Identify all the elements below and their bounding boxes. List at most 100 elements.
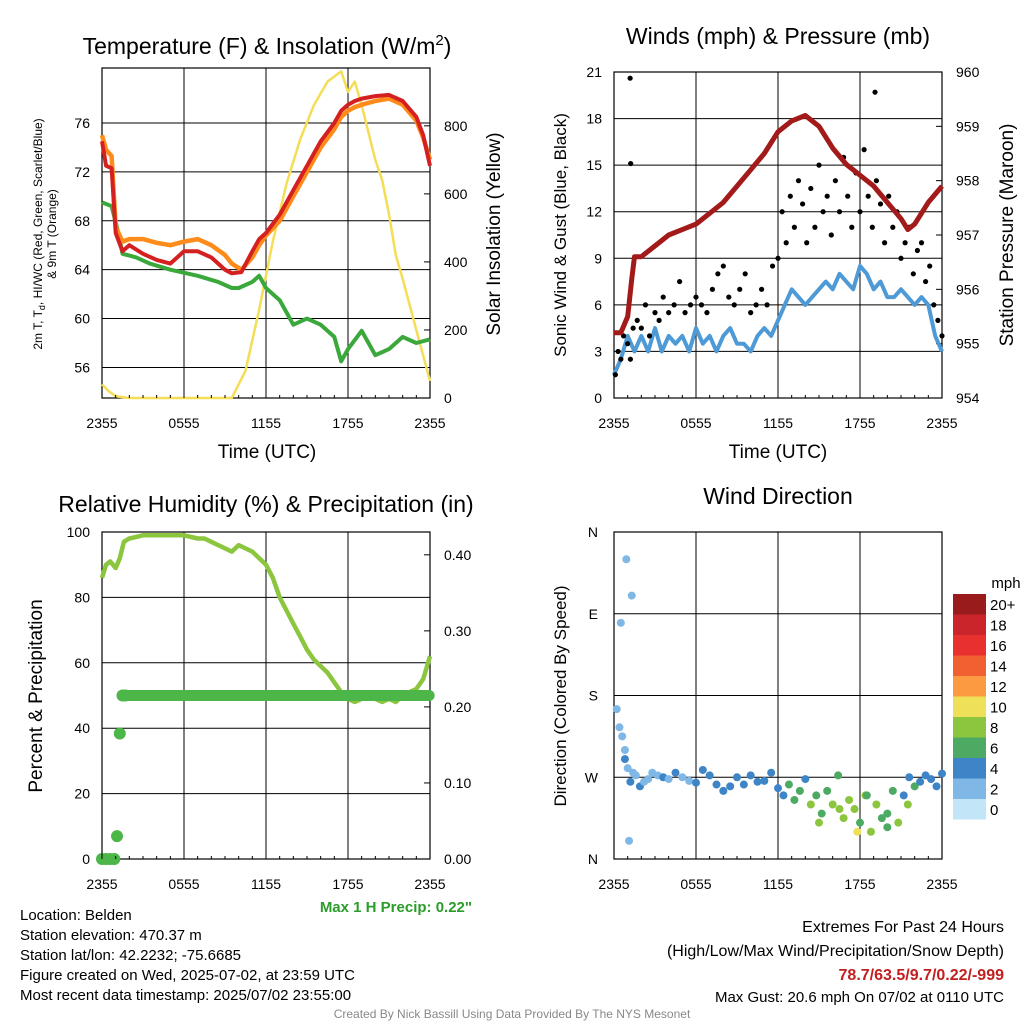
direction-point	[726, 782, 735, 791]
wind-line	[612, 264, 944, 376]
gust-point	[660, 294, 666, 300]
gust-point	[820, 209, 826, 215]
precip-point	[113, 727, 126, 740]
legend-swatch	[953, 614, 986, 635]
humidity-panel-title: Relative Humidity (%) & Precipitation (i…	[58, 491, 473, 517]
precip-ytick-label: 0.30	[444, 623, 471, 639]
gust-point	[861, 147, 867, 153]
direction-point	[894, 818, 903, 827]
legend-title: mph	[991, 575, 1020, 592]
dir-xtick-label: 0555	[680, 876, 711, 892]
gust-point	[646, 333, 653, 339]
direction-point	[779, 791, 788, 800]
rh-ytick-label: 80	[74, 589, 90, 605]
precip-point	[108, 853, 121, 865]
direction-point	[685, 776, 694, 785]
gust-point	[737, 286, 743, 292]
wind-ytick-label: 9	[594, 250, 602, 266]
gust-point	[910, 271, 916, 277]
precip-point	[119, 689, 132, 702]
winds-plot-area: 0 3 6 9 12 15 18 21 954 955 956 957 958 959 960 2355 055…	[586, 64, 979, 431]
gust-point	[628, 160, 634, 167]
precip-point	[111, 830, 124, 843]
gust-point	[783, 240, 789, 246]
station-info: Location: Belden Station elevation: 470.…	[20, 906, 355, 1006]
gust-point	[902, 240, 908, 246]
gust-point	[731, 302, 737, 308]
gust-point	[779, 209, 785, 215]
gust-point	[612, 372, 618, 378]
legend-swatch	[953, 635, 986, 656]
gust-point	[931, 302, 937, 308]
speed-legend: mph 20+ 18 16 14 12 10 8 6 4 2 0	[953, 575, 1021, 820]
temp-ytick-label: 72	[74, 164, 90, 180]
wind-ytick-label: 3	[594, 343, 602, 359]
temperature-y-axis-label-line2: & 9m T (Orange)	[45, 189, 59, 279]
direction-point	[620, 755, 629, 764]
direction-point	[839, 814, 848, 823]
temp-xtick-label: 2355	[86, 415, 117, 431]
temp-ytick-label: 56	[74, 359, 90, 375]
gust-point	[939, 333, 945, 339]
direction-point	[616, 618, 625, 627]
direction-point	[834, 771, 843, 780]
wind-ytick-label: 15	[586, 157, 602, 173]
gust-point	[795, 178, 802, 184]
gust-point	[898, 255, 904, 261]
direction-point	[883, 809, 892, 818]
rh-xtick-label: 1155	[251, 876, 281, 892]
legend-label: 16	[990, 638, 1007, 655]
extremes-title: Extremes For Past 24 Hours	[802, 919, 1004, 936]
latlon-text: Station lat/lon: 42.2232; -75.6685	[20, 947, 242, 964]
gust-point	[812, 224, 818, 230]
temp-xtick-label: 1755	[332, 415, 363, 431]
winds-y-axis-label: Sonic Wind & Gust (Blue, Black)	[551, 113, 570, 357]
footer-credit: Created By Nick Bassill Using Data Provi…	[333, 1007, 691, 1021]
gust-point	[787, 193, 793, 199]
direction-point	[835, 805, 844, 814]
pressure-line	[614, 113, 944, 336]
max-gust-text: Max Gust: 20.6 mph On 07/02 at 0110 UTC	[714, 989, 1004, 1006]
direction-point	[623, 764, 632, 773]
legend-swatch	[953, 696, 986, 717]
temp-ytick-label: 68	[74, 213, 90, 229]
gust-point	[849, 224, 855, 230]
gust-point	[615, 348, 621, 355]
legend-swatch	[953, 594, 986, 615]
direction-point	[910, 782, 919, 791]
rh-xtick-label: 2355	[414, 876, 445, 892]
gust-point	[693, 294, 699, 300]
direction-point	[739, 780, 748, 789]
direction-point	[845, 795, 854, 804]
precip-ytick-label: 0.40	[444, 547, 471, 563]
dir-xtick-label: 1755	[844, 876, 875, 892]
wind-ytick-label: 6	[594, 297, 602, 313]
humidity-panel: Relative Humidity (%) & Precipitation (i…	[26, 491, 474, 916]
gust-point	[857, 209, 863, 215]
legend-label: 18	[990, 618, 1007, 635]
wind-xtick-label: 2355	[926, 415, 957, 431]
gust-point	[869, 224, 875, 230]
gust-point	[882, 240, 888, 246]
direction-point	[627, 591, 636, 600]
extremes-values: 78.7/63.5/9.7/0.22/-999	[838, 967, 1004, 984]
legend-swatch	[953, 758, 986, 779]
solar-ytick-label: 400	[444, 254, 468, 270]
gust-point	[666, 310, 672, 316]
gust-point	[836, 209, 843, 215]
legend-swatch	[953, 778, 986, 799]
wind-direction-y-axis-label: Direction (Colored By Speed)	[551, 585, 570, 806]
gust-point	[715, 271, 721, 277]
legend-label: 12	[990, 679, 1007, 696]
gust-point	[808, 185, 814, 192]
legend-label: 10	[990, 700, 1007, 717]
direction-point	[620, 746, 629, 754]
gust-point	[709, 286, 715, 292]
direction-point	[856, 818, 864, 827]
gust-point	[764, 302, 770, 308]
temperature-panel-title: Temperature (F) & Insolation (W/m2)	[83, 32, 452, 59]
dir-xtick-label: 2355	[598, 876, 629, 892]
recent-text: Most recent data timestamp: 2025/07/02 2…	[20, 987, 352, 1004]
gust-point	[828, 232, 834, 238]
